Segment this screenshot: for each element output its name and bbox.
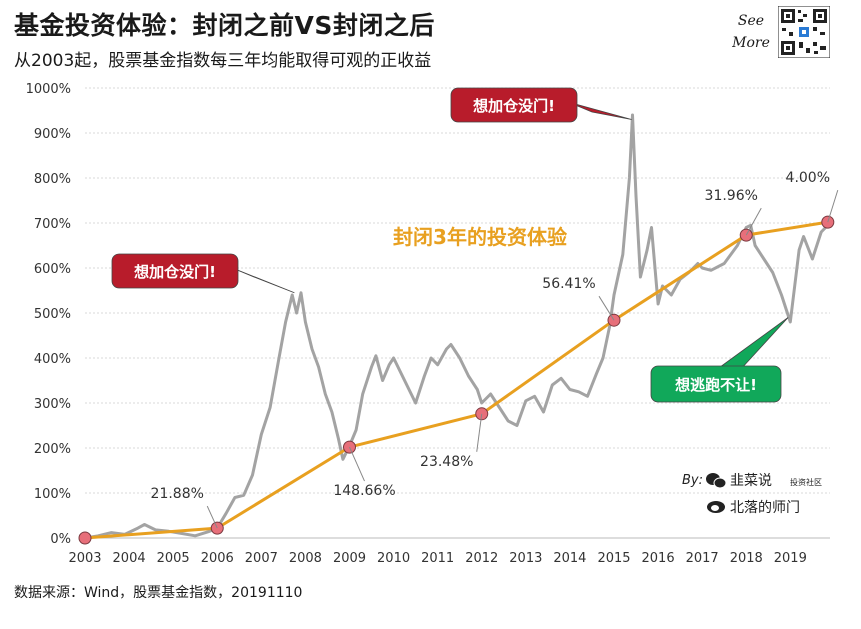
- series-index-line: [84, 113, 832, 540]
- x-tick-label: 2004: [113, 551, 146, 566]
- credit-by-label: By:: [682, 473, 703, 488]
- y-tick-label: 300%: [34, 397, 71, 412]
- x-tick-label: 2013: [509, 551, 542, 566]
- annotation-label: 31.96%: [705, 188, 758, 204]
- credit-wechat-name: 韭菜说: [730, 473, 772, 489]
- callout-pointer: [714, 317, 789, 371]
- chart-subtitle: 从2003起，股票基金指数每三年均能取得可观的正收益: [14, 51, 432, 71]
- y-tick-label: 800%: [34, 172, 71, 187]
- annotation-leader: [598, 295, 615, 321]
- x-tick-label: 2018: [730, 551, 763, 566]
- x-tick-label: 2015: [597, 551, 630, 566]
- overlay-label: 封闭3年的投资体验: [393, 225, 567, 249]
- see-more-line1: See: [737, 13, 765, 29]
- annotation-label: 4.00%: [786, 170, 830, 186]
- y-tick-label: 200%: [34, 442, 71, 457]
- chart-title: 基金投资体验：封闭之前VS封闭之后: [14, 11, 435, 40]
- callout-pointer: [567, 101, 632, 120]
- x-tick-label: 2005: [157, 551, 190, 566]
- y-tick-label: 500%: [34, 307, 71, 322]
- annotation-label: 56.41%: [542, 276, 595, 292]
- x-tick-label: 2012: [465, 551, 498, 566]
- callout-box: [650, 365, 782, 403]
- x-tick-label: 2009: [333, 551, 366, 566]
- y-tick-label: 0%: [50, 532, 71, 547]
- callout-box: [450, 87, 578, 123]
- y-tick-label: 1000%: [26, 82, 71, 97]
- x-tick-label: 2008: [289, 551, 322, 566]
- annotation-label: 21.88%: [151, 486, 204, 502]
- y-tick-label: 600%: [34, 262, 71, 277]
- series-closed-point: [78, 531, 92, 545]
- y-tick-label: 100%: [34, 487, 71, 502]
- see-more-line2: More: [732, 35, 770, 51]
- x-tick-label: 2003: [68, 551, 101, 566]
- weibo-icon: [707, 501, 725, 513]
- x-tick-label: 2017: [686, 551, 719, 566]
- annotation-leader: [476, 413, 483, 452]
- callout: 想加仓没门!: [450, 87, 632, 123]
- qr-code-icon[interactable]: [778, 6, 830, 58]
- callout-text: 想加仓没门!: [472, 97, 555, 115]
- annotation-label: 23.48%: [420, 454, 473, 470]
- data-source-note: 数据来源：Wind，股票基金指数，20191110: [14, 585, 303, 601]
- y-tick-label: 900%: [34, 127, 71, 142]
- credit-wechat-tag: 投资社区: [790, 477, 822, 487]
- annotation-leader: [745, 207, 762, 236]
- callout: 想加仓没门!: [111, 253, 295, 294]
- callout-text: 想加仓没门!: [133, 263, 216, 281]
- callout: 想逃跑不让!: [650, 317, 789, 403]
- y-tick-label: 700%: [34, 217, 71, 232]
- annotation-leader: [827, 189, 839, 223]
- x-tick-label: 2019: [774, 551, 807, 566]
- callout-text: 想逃跑不让!: [674, 376, 757, 394]
- x-tick-label: 2016: [642, 551, 675, 566]
- annotation-leader: [206, 505, 218, 529]
- x-tick-label: 2007: [245, 551, 278, 566]
- see-more-label[interactable]: See More: [726, 10, 776, 54]
- x-tick-label: 2010: [377, 551, 410, 566]
- annotation-leader: [349, 446, 365, 482]
- x-tick-label: 2011: [421, 551, 454, 566]
- callout-box: [111, 253, 239, 289]
- credit-weibo-name: 北落的师门: [730, 500, 800, 516]
- annotation-label: 148.66%: [333, 483, 395, 499]
- y-tick-label: 400%: [34, 352, 71, 367]
- x-tick-label: 2014: [553, 551, 586, 566]
- x-tick-label: 2006: [201, 551, 234, 566]
- callout-pointer: [229, 266, 295, 294]
- wechat-icon: [706, 473, 727, 489]
